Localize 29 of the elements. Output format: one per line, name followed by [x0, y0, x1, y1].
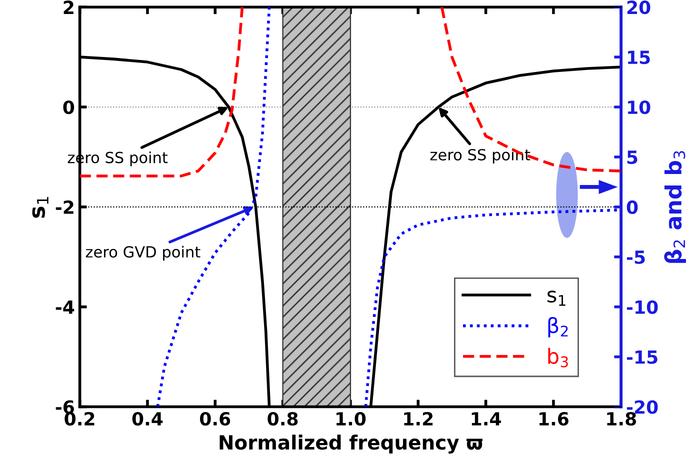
x-axis-title: Normalized frequency ϖ — [220, 434, 482, 454]
y-tick-label: 0 — [63, 100, 74, 114]
x-tick-label: 0.4 — [132, 412, 163, 426]
x-tick-label: 1.8 — [607, 412, 636, 426]
x-tick-label: 0.2 — [64, 412, 94, 426]
legend-label: β$_{2}$ — [548, 317, 568, 338]
x-tick-label: 0.8 — [268, 412, 298, 426]
x-tick-label: 1.4 — [472, 412, 501, 426]
y2-tick-label: -5 — [626, 250, 645, 264]
y-tick-label: 2 — [64, 0, 74, 14]
y2-tick-label: -10 — [626, 300, 658, 314]
y2-tick-label: 0 — [626, 200, 638, 214]
x-tick-label: 1.2 — [404, 412, 433, 426]
x-tick-label: 0.6 — [200, 412, 230, 426]
y2-tick-label: 15 — [628, 50, 650, 64]
y2-tick-label: 10 — [628, 100, 650, 114]
y-axis-title: s$_{1}$ — [32, 197, 48, 218]
x-tick-label: 1.6 — [540, 412, 568, 426]
x-tick-label: 1.0 — [336, 412, 366, 426]
legend-label: s$_{1}$ — [547, 290, 566, 306]
y2-tick-label: 20 — [627, 0, 650, 14]
y2-tick-label: 5 — [627, 150, 638, 164]
annotation: zero GVD point — [86, 246, 200, 261]
y-tick-label: -2 — [56, 200, 74, 214]
y2-tick-label: -20 — [626, 400, 658, 414]
y2-axis-title: β$_{2}$ and b$_{3}$ — [664, 151, 686, 263]
y2-tick-label: -15 — [626, 350, 658, 364]
legend-label: b$_{3}$ — [548, 348, 568, 368]
y-tick-label: -4 — [56, 300, 74, 314]
